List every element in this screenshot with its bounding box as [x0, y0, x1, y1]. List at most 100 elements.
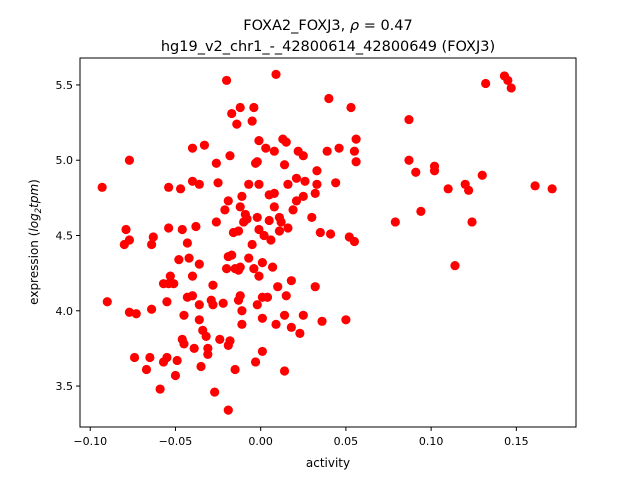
data-point	[218, 298, 228, 308]
data-point	[254, 179, 264, 189]
data-point	[503, 75, 513, 86]
data-point	[349, 236, 360, 247]
data-point	[124, 155, 135, 165]
data-point	[223, 196, 233, 206]
data-point	[281, 291, 291, 301]
data-point	[211, 217, 221, 227]
data-point	[172, 355, 182, 366]
data-point	[237, 306, 247, 316]
data-point	[131, 309, 141, 319]
data-point	[155, 384, 165, 394]
x-tick-label: 0.00	[248, 435, 273, 448]
data-point	[141, 364, 152, 375]
data-point	[249, 102, 259, 113]
x-tick-label: 0.15	[504, 435, 529, 448]
data-point	[310, 188, 320, 198]
data-point	[162, 352, 172, 363]
data-point	[443, 184, 453, 194]
data-point	[194, 179, 204, 189]
data-point	[269, 202, 279, 212]
data-point	[221, 264, 232, 274]
data-point	[416, 206, 426, 217]
x-tick-label: −0.05	[159, 435, 193, 448]
data-point	[349, 146, 360, 156]
data-point	[244, 253, 254, 263]
data-point	[334, 143, 344, 153]
data-point	[244, 179, 254, 189]
data-point	[145, 352, 155, 363]
data-point	[279, 160, 290, 170]
data-point	[208, 280, 218, 290]
points-layer	[97, 69, 557, 415]
data-point	[230, 364, 240, 375]
data-point	[201, 331, 211, 341]
data-point	[164, 279, 174, 289]
data-point	[341, 315, 351, 325]
data-point	[249, 264, 259, 274]
data-point	[247, 116, 257, 126]
data-point	[187, 143, 198, 153]
data-point	[279, 310, 290, 320]
data-point	[211, 158, 221, 168]
data-point	[288, 205, 298, 215]
data-point	[227, 108, 237, 119]
x-tick-label: 0.05	[334, 435, 359, 448]
data-point	[162, 297, 172, 307]
data-point	[129, 352, 140, 363]
data-point	[291, 173, 302, 183]
data-point	[411, 167, 421, 177]
data-point	[530, 181, 540, 191]
data-point	[254, 224, 264, 235]
data-point	[175, 184, 186, 194]
data-point	[481, 78, 491, 89]
data-point	[322, 146, 332, 156]
data-point	[233, 295, 244, 305]
data-point	[179, 339, 189, 349]
y-tick-label: 4.5	[56, 229, 74, 242]
data-point	[237, 319, 247, 329]
data-point	[298, 191, 308, 201]
data-point	[262, 292, 273, 302]
data-point	[182, 238, 192, 248]
data-point	[317, 316, 327, 326]
data-point	[269, 188, 279, 198]
data-point	[119, 239, 129, 250]
data-point	[295, 328, 305, 338]
data-point	[310, 282, 320, 292]
data-point	[213, 178, 223, 188]
data-point	[187, 271, 198, 281]
data-point	[252, 300, 262, 310]
data-point	[194, 259, 204, 269]
data-point	[232, 119, 242, 129]
data-point	[404, 114, 414, 125]
data-point	[506, 83, 516, 93]
data-point	[191, 221, 201, 232]
data-point	[257, 346, 267, 357]
data-point	[351, 157, 361, 167]
data-point	[300, 176, 310, 186]
data-point	[215, 334, 225, 344]
data-point	[324, 93, 334, 104]
data-point	[208, 300, 218, 310]
y-tick-label: 4.0	[56, 305, 74, 318]
data-point	[271, 319, 281, 329]
data-point	[199, 140, 210, 150]
data-point	[223, 251, 233, 262]
data-point	[291, 196, 302, 206]
x-tick-label: −0.10	[73, 435, 107, 448]
data-point	[254, 271, 264, 281]
data-point	[225, 151, 235, 161]
data-point	[298, 310, 308, 320]
data-point	[547, 184, 557, 194]
data-point	[165, 271, 175, 281]
data-point	[286, 322, 296, 332]
data-point	[390, 217, 400, 227]
data-point	[235, 102, 245, 113]
data-point	[102, 297, 112, 307]
data-point	[312, 179, 322, 189]
chart-title-line2: hg19_v2_chr1_-_42800614_42800649 (FOXJ3)	[161, 39, 495, 55]
data-point	[194, 300, 204, 310]
data-point	[279, 366, 290, 376]
data-point	[477, 170, 487, 180]
